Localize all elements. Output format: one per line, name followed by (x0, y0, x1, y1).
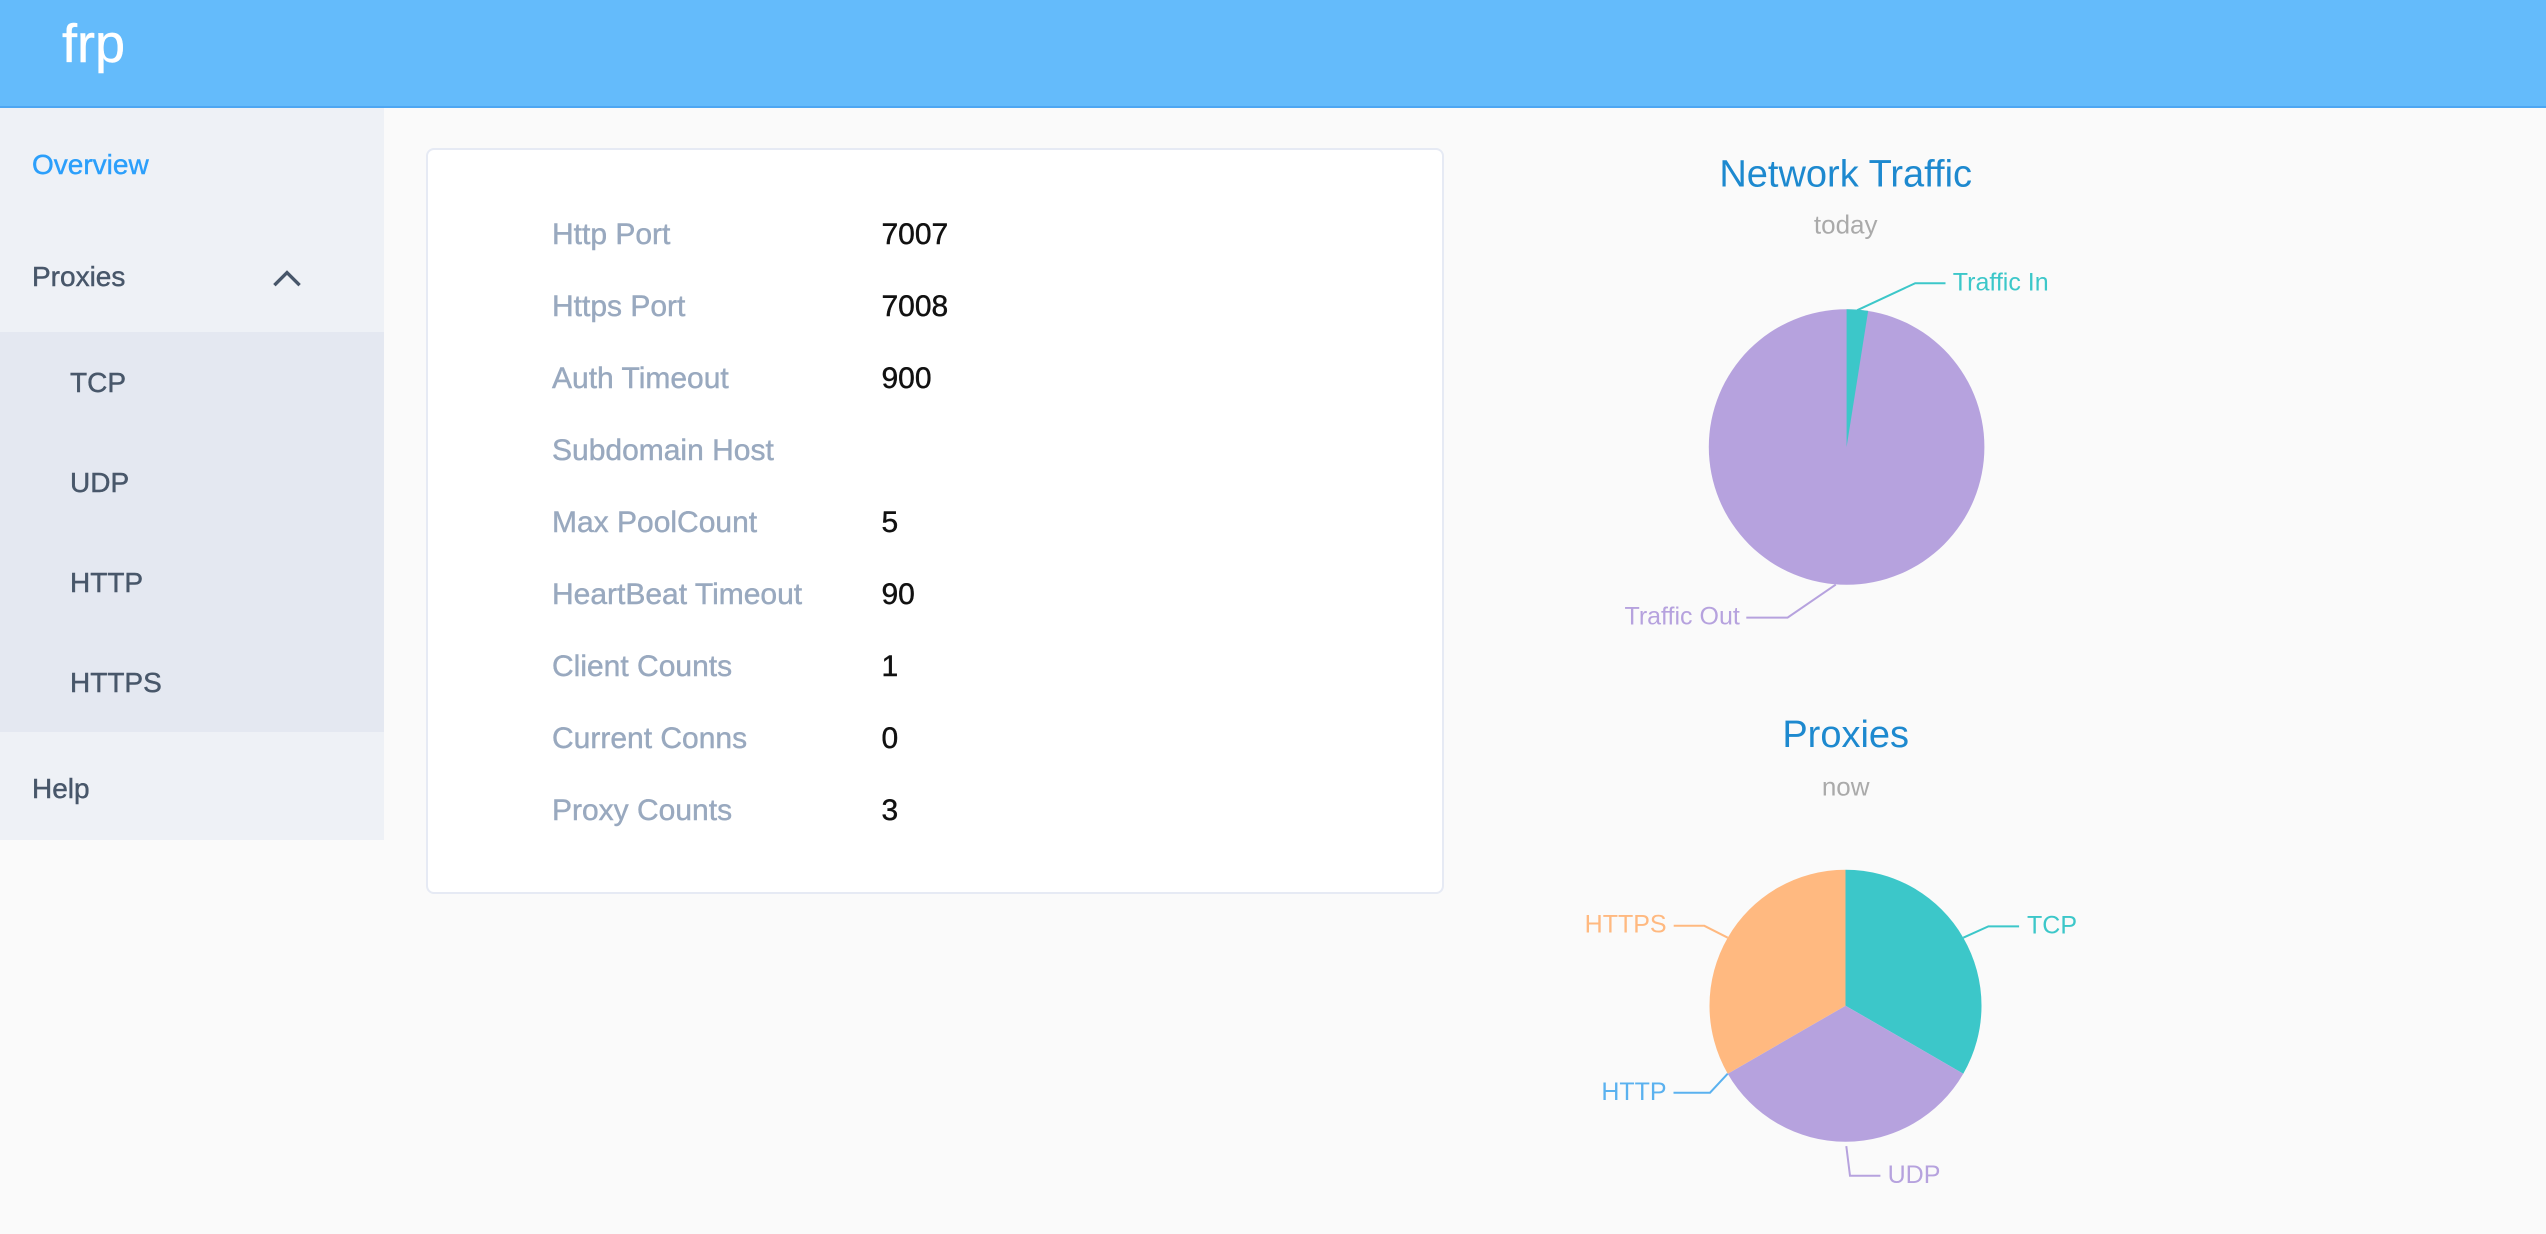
svg-text:Traffic Out: Traffic Out (1624, 603, 1739, 631)
svg-text:TCP: TCP (2027, 911, 2077, 939)
svg-text:Proxies: Proxies (1782, 714, 1909, 756)
svg-text:today: today (1814, 210, 1878, 240)
svg-text:HTTPS: HTTPS (1585, 911, 1667, 939)
svg-text:Network Traffic: Network Traffic (1719, 154, 1972, 196)
svg-text:HTTP: HTTP (1601, 1078, 1666, 1106)
svg-text:UDP: UDP (1888, 1161, 1941, 1189)
svg-text:now: now (1822, 771, 1870, 801)
svg-text:Traffic In: Traffic In (1953, 269, 2049, 297)
